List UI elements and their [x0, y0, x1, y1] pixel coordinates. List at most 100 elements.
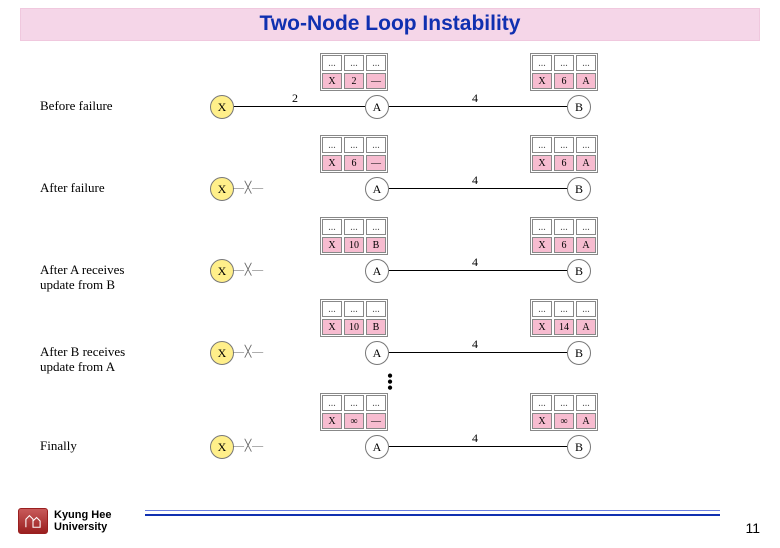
node-x: X [210, 177, 234, 201]
slide-title: Two-Node Loop Instability [260, 12, 521, 35]
table-header-cell: ... [344, 137, 364, 153]
link-weight-ab: 4 [472, 337, 478, 352]
table-header-cell: ... [344, 395, 364, 411]
routing-table: .........X∞A [530, 393, 598, 431]
routing-table: .........X∞— [320, 393, 388, 431]
table-cell: X [532, 319, 552, 335]
table-header-cell: ... [366, 219, 386, 235]
table-cell: A [576, 155, 596, 171]
table-header-cell: ... [532, 219, 552, 235]
table-cell: A [576, 237, 596, 253]
table-header-cell: ... [322, 219, 342, 235]
affiliation-line2: University [54, 521, 107, 533]
slide-title-bar: Two-Node Loop Instability [20, 8, 760, 41]
link-weight-ab: 4 [472, 91, 478, 106]
diagram-row: Before failure.........X2—.........X6AXA… [130, 51, 650, 133]
link-a-b [389, 446, 567, 447]
broken-link-icon: — ╳ — [233, 263, 262, 276]
node-x: X [210, 435, 234, 459]
table-header-cell: ... [322, 55, 342, 71]
table-cell: 2 [344, 73, 364, 89]
table-cell: A [576, 319, 596, 335]
node-x: X [210, 341, 234, 365]
table-header-cell: ... [554, 55, 574, 71]
table-cell: X [322, 155, 342, 171]
affiliation: Kyung Hee University [18, 508, 111, 534]
routing-table: .........X6— [320, 135, 388, 173]
link-x-a [234, 106, 365, 107]
link-a-b [389, 106, 567, 107]
link-weight-xa: 2 [292, 91, 298, 106]
routing-table: .........X10B [320, 217, 388, 255]
table-cell: 10 [344, 237, 364, 253]
table-cell: X [532, 237, 552, 253]
node-a: A [365, 341, 389, 365]
table-cell: X [532, 155, 552, 171]
node-b: B [567, 435, 591, 459]
diagram-row: After B receives update from A.........X… [130, 297, 650, 379]
table-cell: B [366, 237, 386, 253]
broken-link-icon: — ╳ — [233, 345, 262, 358]
table-cell: X [532, 413, 552, 429]
table-header-cell: ... [322, 395, 342, 411]
table-header-cell: ... [576, 219, 596, 235]
table-header-cell: ... [576, 137, 596, 153]
table-header-cell: ... [344, 219, 364, 235]
routing-table: .........X10B [320, 299, 388, 337]
table-header-cell: ... [532, 395, 552, 411]
node-a: A [365, 95, 389, 119]
table-cell: 6 [554, 237, 574, 253]
table-cell: — [366, 413, 386, 429]
table-cell: 10 [344, 319, 364, 335]
table-cell: X [322, 237, 342, 253]
routing-table: .........X2— [320, 53, 388, 91]
table-cell: — [366, 73, 386, 89]
node-x: X [210, 95, 234, 119]
table-header-cell: ... [576, 301, 596, 317]
table-cell: ∞ [554, 413, 574, 429]
table-cell: X [322, 413, 342, 429]
table-header-cell: ... [532, 301, 552, 317]
link-weight-ab: 4 [472, 255, 478, 270]
table-header-cell: ... [576, 55, 596, 71]
broken-link-icon: — ╳ — [233, 181, 262, 194]
link-a-b [389, 270, 567, 271]
affiliation-line1: Kyung Hee [54, 509, 111, 521]
row-caption: Before failure [40, 99, 145, 114]
diagram-row: Finally.........X∞—.........X∞AXAB— ╳ —4 [130, 391, 650, 475]
affiliation-text: Kyung Hee University [54, 509, 111, 533]
table-cell: ∞ [344, 413, 364, 429]
table-header-cell: ... [554, 219, 574, 235]
row-caption: Finally [40, 439, 145, 454]
table-cell: 14 [554, 319, 574, 335]
routing-table: .........X14A [530, 299, 598, 337]
diagram-row: After A receives update from B.........X… [130, 215, 650, 297]
routing-table: .........X6A [530, 217, 598, 255]
node-x: X [210, 259, 234, 283]
table-header-cell: ... [532, 55, 552, 71]
node-b: B [567, 177, 591, 201]
row-caption: After failure [40, 181, 145, 196]
footer-rule [145, 510, 720, 516]
node-a: A [365, 435, 389, 459]
table-cell: A [576, 73, 596, 89]
table-header-cell: ... [554, 301, 574, 317]
link-weight-ab: 4 [472, 431, 478, 446]
link-a-b [389, 352, 567, 353]
table-header-cell: ... [344, 55, 364, 71]
link-weight-ab: 4 [472, 173, 478, 188]
table-header-cell: ... [366, 301, 386, 317]
table-header-cell: ... [322, 301, 342, 317]
table-header-cell: ... [554, 395, 574, 411]
table-cell: 6 [554, 73, 574, 89]
node-a: A [365, 259, 389, 283]
table-cell: X [322, 73, 342, 89]
table-cell: X [322, 319, 342, 335]
diagram-row: After failure.........X6—.........X6AXAB… [130, 133, 650, 215]
table-header-cell: ... [366, 395, 386, 411]
routing-table: .........X6A [530, 53, 598, 91]
node-a: A [365, 177, 389, 201]
link-a-b [389, 188, 567, 189]
broken-link-icon: — ╳ — [233, 439, 262, 452]
table-cell: A [576, 413, 596, 429]
